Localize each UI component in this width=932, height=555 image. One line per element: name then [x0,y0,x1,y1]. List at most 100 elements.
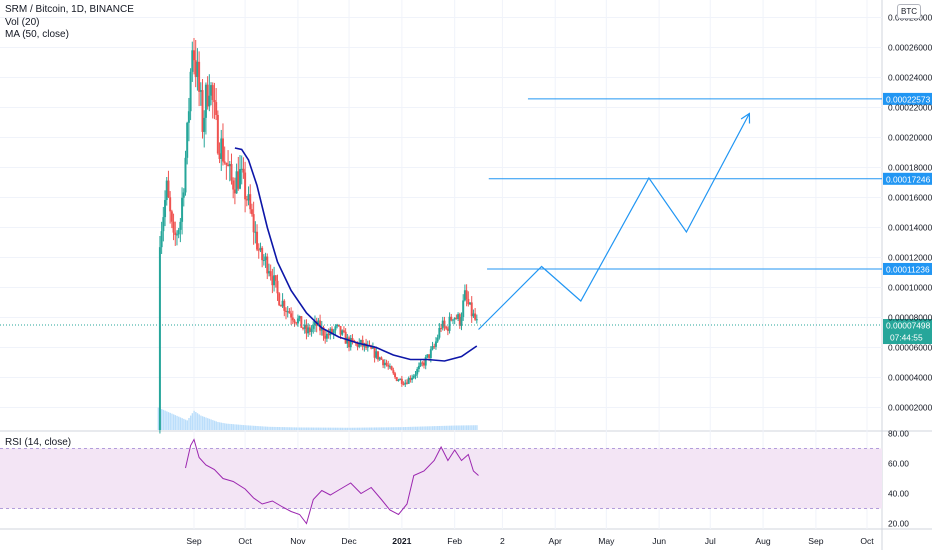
candle-body [451,319,454,321]
projection-drawing[interactable] [478,112,751,330]
candle-body [351,338,354,341]
time-axis[interactable]: Sep Oct Nov Dec 2021 Feb 2 Apr May Jun Jul Aug Sep Oc… [186,536,874,546]
candle-body [167,180,170,198]
volume-bar [356,427,359,430]
volume-bar [207,418,209,430]
candle-body [475,319,478,321]
projection-path [478,113,750,330]
candle-body [382,359,385,366]
current-price-label: 0.00007498 [886,321,931,331]
volume-indicator-label[interactable]: Vol (20) [5,16,40,28]
volume-bar [426,426,429,430]
candle-body [339,326,342,335]
volume-bar [363,427,366,430]
candle-body [254,231,257,233]
candle-body [232,180,235,190]
time-tick-label: 2 [500,536,505,546]
time-tick-label: May [598,536,615,546]
price-axis[interactable]: 0.00002000 0.00004000 0.00006000 0.00008000… [888,13,932,413]
volume-bar [203,416,206,430]
candle-body [228,163,231,167]
volume-bar [387,427,390,430]
price-tick-label: 0.00014000 [888,223,932,233]
volume-bar [191,413,194,430]
volume-bar [161,409,163,430]
candle-body [305,324,308,334]
currency-badge[interactable]: BTC [897,4,921,19]
volume-bar [179,417,182,430]
volume-bar [322,427,325,430]
rsi-axis[interactable]: 20.00 40.00 60.00 80.00 [888,429,909,529]
candle-body [387,364,390,367]
volume-bar [261,426,263,430]
volume-bar [339,427,342,430]
volume-bar [414,426,417,430]
candle-body [158,247,161,430]
volume-bar [259,426,262,430]
candle-body [257,249,260,251]
volume-bar [237,424,240,430]
candle-body [370,345,373,349]
volume-bar [300,427,303,430]
candle-body [218,153,221,159]
volume-bar [254,425,257,430]
candle-body [247,194,250,201]
volume-bar [256,426,258,430]
volume-bar [454,425,456,430]
volume-bar [353,427,355,430]
candle-body [269,271,272,277]
candle-body [208,95,211,107]
candle-body [472,313,475,317]
candle-body [216,114,219,154]
volume-bar [184,419,187,430]
volume-bar [433,426,436,430]
volume-bar [205,417,207,430]
candle-body [465,290,468,299]
candle-body [181,197,184,222]
candle-body [334,326,337,331]
volume-bar [285,427,287,430]
candle-body [371,347,374,349]
candle-body [414,374,417,376]
candle-body [349,338,352,348]
time-tick-label: Feb [447,536,462,546]
time-tick-label: Oct [860,536,874,546]
volume-bar [430,426,432,430]
candle-body [177,229,180,235]
volume-bar [281,427,284,430]
candle-body [276,280,279,294]
candle-body [433,346,436,348]
price-tick-label: 0.00026000 [888,43,932,53]
volume-bar [188,418,190,430]
volume-bar [198,414,200,430]
volume-bar [333,427,335,430]
volume-bar [234,424,236,430]
symbol-title[interactable]: SRM / Bitcoin, 1D, BINANCE [5,4,134,15]
time-tick-label: Aug [755,536,771,546]
price-tick-label: 0.00016000 [888,193,932,203]
candle-body [242,168,245,173]
volume-bar [288,427,291,430]
price-tick-label: 0.00020000 [888,133,932,143]
current-price-label-bg [883,319,932,345]
candle-body [175,234,178,236]
volume-bar [312,427,315,430]
volume-bar [242,425,245,430]
volume-bar [438,425,441,430]
volume-bar [328,427,330,430]
candle-body [390,366,393,371]
volume-bar [367,427,369,430]
volume-bar [469,425,471,430]
horizontal-levels[interactable]: 0.00011236 0.00017246 0.00022573 0.00007498… [0,92,932,345]
volume-bar [167,412,170,430]
volume-bar [450,425,453,430]
candle-body [308,327,311,332]
ma-indicator-label[interactable]: MA (50, close) [5,29,69,40]
volume-bar [374,427,376,430]
rsi-indicator-label[interactable]: RSI (14, close) [5,437,72,448]
volume-bar [408,426,410,430]
volume-bar [457,425,459,430]
candle-body [383,362,386,366]
